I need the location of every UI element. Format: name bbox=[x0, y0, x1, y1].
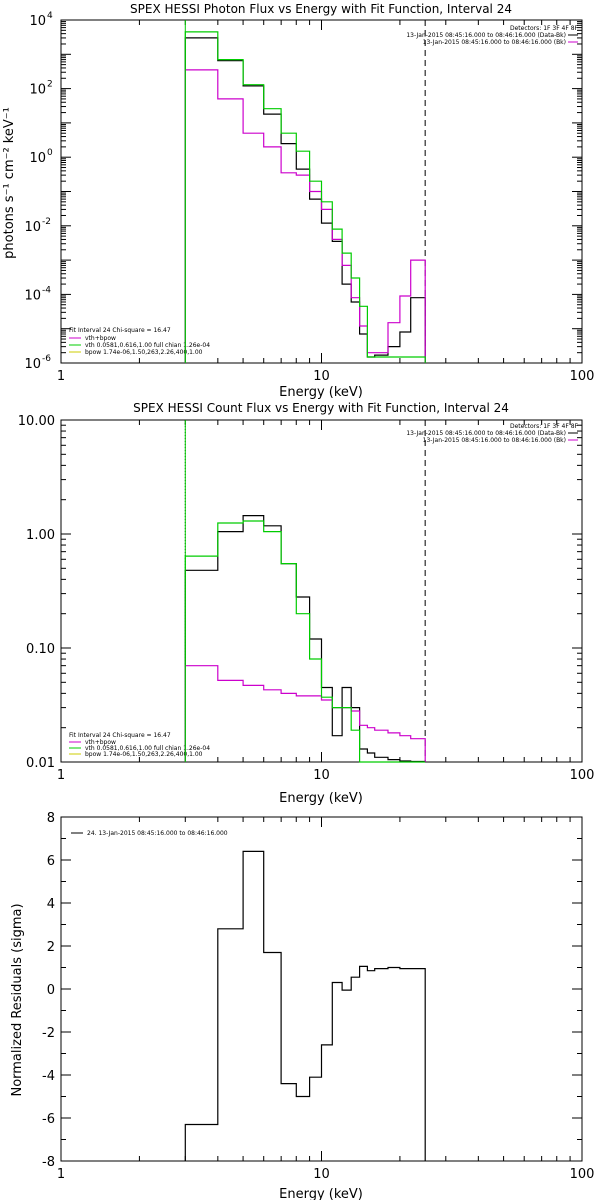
photon-ytick-exponent: 0 bbox=[47, 148, 53, 158]
count-legend-bk: 13-Jan-2015 08:45:16.000 to 08:46:16.000… bbox=[423, 437, 566, 444]
photon-flux-xlabel: Energy (keV) bbox=[279, 385, 363, 400]
photon-flux-panel: SPEX HESSI Photon Flux vs Energy with Fi… bbox=[2, 2, 594, 400]
photon-ytick-label: 10 bbox=[29, 151, 46, 166]
count-ytick-label: 0.10 bbox=[26, 642, 55, 657]
residuals-xlabel: Energy (keV) bbox=[279, 1187, 363, 1200]
count-ytick-label: 0.01 bbox=[26, 756, 55, 771]
residual-ytick-label: -2 bbox=[42, 1026, 55, 1041]
photon-xtick-label: 100 bbox=[570, 369, 595, 384]
residuals-ylabel: Normalized Residuals (sigma) bbox=[10, 903, 25, 1096]
photon-flux-ylabel: photons s⁻¹ cm⁻² keV⁻¹ bbox=[2, 107, 17, 259]
count-ytick-label: 1.00 bbox=[26, 528, 55, 543]
photon-legend-vth: vth 0.0581,0.616,1.00 full chian 1.26e-0… bbox=[85, 342, 210, 349]
count-legend-vth: vth 0.0581,0.616,1.00 full chian 1.26e-0… bbox=[85, 745, 210, 752]
photon-ytick-label: 10 bbox=[24, 288, 41, 303]
residual-ytick-label: 2 bbox=[47, 940, 55, 955]
count-legend-databk: 13-Jan-2015 08:45:16.000 to 08:46:16.000… bbox=[406, 430, 566, 437]
photon-flux-title: SPEX HESSI Photon Flux vs Energy with Fi… bbox=[130, 2, 512, 16]
count-legend-fit: Fit Interval 24 Chi-square = 16.47 bbox=[69, 732, 171, 739]
photon-ytick-exponent: 2 bbox=[47, 80, 53, 90]
photon-xtick-label: 1 bbox=[57, 369, 65, 384]
count-xtick-label: 100 bbox=[570, 768, 595, 783]
residual-ytick-label: -4 bbox=[42, 1069, 55, 1084]
photon-ytick-exponent: 4 bbox=[47, 11, 53, 21]
residual-ytick-label: 6 bbox=[47, 854, 55, 869]
photon-legend-databk: 13-Jan-2015 08:45:16.000 to 08:46:16.000… bbox=[406, 32, 566, 39]
residual-xtick-label: 10 bbox=[313, 1167, 330, 1182]
count-flux-panel: SPEX HESSI Count Flux vs Energy with Fit… bbox=[18, 401, 595, 806]
photon-ytick-label: 10 bbox=[29, 83, 46, 98]
photon-ytick-exponent: -4 bbox=[42, 285, 51, 295]
count-series-2-line bbox=[184, 520, 426, 763]
residual-xtick-label: 100 bbox=[570, 1167, 595, 1182]
count-xtick-label: 1 bbox=[57, 768, 65, 783]
photon-legend-detectors: Detectors: 1F 3F 4F 8F bbox=[510, 25, 579, 32]
residuals-panel: Energy (keV) Normalized Residuals (sigma… bbox=[10, 811, 594, 1200]
count-flux-title: SPEX HESSI Count Flux vs Energy with Fit… bbox=[133, 401, 509, 415]
count-legend-bpow: bpow 1.74e-06,1.50,263,2.26,400,1.00 bbox=[85, 751, 203, 758]
photon-ytick-exponent: -6 bbox=[42, 354, 51, 364]
photon-ytick-label: 10 bbox=[24, 220, 41, 235]
photon-ytick-exponent: -2 bbox=[42, 217, 51, 227]
residual-ytick-label: 8 bbox=[47, 811, 55, 826]
count-flux-xlabel: Energy (keV) bbox=[279, 791, 363, 806]
residual-xtick-label: 1 bbox=[57, 1167, 65, 1182]
photon-legend-bk: 13-Jan-2015 08:45:16.000 to 08:46:16.000… bbox=[423, 39, 566, 46]
residual-ytick-label: 0 bbox=[47, 983, 55, 998]
count-ytick-label: 10.00 bbox=[18, 414, 55, 429]
photon-xtick-label: 10 bbox=[313, 369, 330, 384]
photon-ytick-label: 10 bbox=[24, 357, 41, 372]
residual-ytick-label: 4 bbox=[47, 897, 55, 912]
residual-series-0-line bbox=[184, 850, 426, 1161]
photon-legend-total: vth+bpow bbox=[85, 335, 116, 342]
photon-ytick-label: 10 bbox=[29, 14, 46, 29]
residuals-legend: 24. 13-Jan-2015 08:45:16.000 to 08:46:16… bbox=[87, 830, 228, 837]
residual-ytick-label: -8 bbox=[42, 1155, 55, 1170]
photon-series-0-line bbox=[184, 37, 426, 363]
photon-legend-fit: Fit Interval 24 Chi-square = 16.47 bbox=[69, 327, 171, 334]
photon-legend-bpow: bpow 1.74e-06,1.50,263,2.26,400,1.00 bbox=[85, 349, 203, 356]
count-series-0-line bbox=[184, 515, 426, 763]
count-legend-detectors: Detectors: 1F 3F 4F 8F bbox=[510, 423, 579, 430]
photon-series-2-line bbox=[184, 31, 426, 363]
photon-series-1-line bbox=[184, 69, 426, 363]
residual-ytick-label: -6 bbox=[42, 1112, 55, 1127]
count-xtick-label: 10 bbox=[313, 768, 330, 783]
count-legend-total: vth+bpow bbox=[85, 739, 116, 746]
